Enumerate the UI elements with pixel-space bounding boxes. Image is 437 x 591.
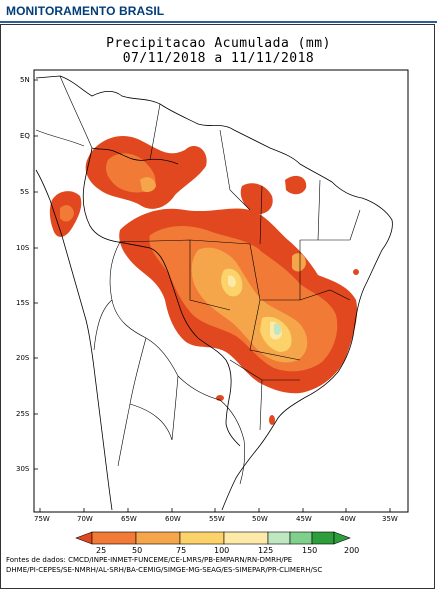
lat-label: 5N [20, 76, 30, 84]
rain-area-75-100-east [292, 253, 306, 272]
colorbar-label: 200 [344, 546, 359, 555]
precipitation-shading [49, 136, 359, 425]
lon-label: 35W [382, 515, 398, 523]
rain-area-150-200 [274, 323, 282, 335]
lon-label: 45W [296, 515, 312, 523]
latitude-ticks [34, 79, 38, 470]
header-divider [0, 21, 437, 23]
data-sources-line2: DHME/PI-CEPES/SE-NMRH/AL-SRH/BA-CEMIG/SI… [6, 566, 323, 574]
lon-label: 55W [209, 515, 225, 523]
rain-patch-northeast [353, 269, 359, 275]
lat-label: 30S [16, 465, 30, 473]
rain-area-75-100-north [140, 177, 156, 193]
colorbar-labels: 25 50 75 100 125 150 200 [96, 546, 359, 555]
colorbar-segment-5 [223, 531, 269, 545]
lon-label: 70W [77, 515, 93, 523]
lon-label: 40W [340, 515, 356, 523]
colorbar-segment-1 [75, 531, 93, 545]
rain-area-125-150-b [228, 275, 236, 287]
brazil-border [82, 147, 241, 447]
colorbar-label: 150 [302, 546, 317, 555]
data-sources-line1: Fontes de dados: CMCD/INPE-INMET-FUNCEME… [6, 556, 293, 564]
pacific-coastline [35, 169, 113, 511]
map-title-line2: 07/11/2018 a 11/11/2018 [122, 51, 315, 66]
colorbar-segment-9 [333, 531, 351, 545]
map-boundaries [35, 75, 393, 511]
colorbar-segment-6 [267, 531, 291, 545]
rain-patch-south-coast [269, 415, 275, 425]
lon-label: 75W [34, 515, 50, 523]
colorbar-segment-7 [289, 531, 313, 545]
lat-label: 25S [16, 410, 30, 418]
lat-label: 20S [16, 354, 30, 362]
colorbar [75, 531, 351, 545]
colorbar-segment-4 [179, 531, 225, 545]
figure-frame [0, 24, 435, 589]
lat-label: EQ [20, 132, 30, 140]
longitude-labels: 75W 70W 65W 60W 55W 50W 45W 40W 35W [34, 515, 398, 523]
lon-label: 50W [252, 515, 268, 523]
header-title: MONITORAMENTO BRASIL [6, 4, 165, 18]
country-borders [35, 75, 246, 485]
state-lines [117, 103, 361, 431]
colorbar-label: 25 [96, 546, 106, 555]
rain-area-50-75-west [60, 205, 74, 222]
colorbar-segment-8 [311, 531, 335, 545]
latitude-labels: 5N EQ 5S 10S 15S 20S 25S 30S [16, 76, 30, 473]
lat-label: 5S [20, 188, 29, 196]
colorbar-segment-3 [135, 531, 181, 545]
lon-label: 65W [121, 515, 137, 523]
colorbar-label: 125 [258, 546, 273, 555]
colorbar-label: 50 [132, 546, 142, 555]
colorbar-label: 100 [214, 546, 229, 555]
rain-area-northeast-coast [285, 175, 307, 195]
lat-label: 15S [16, 299, 30, 307]
rain-area-para [240, 183, 273, 215]
map-title-line1: Precipitacao Acumulada (mm) [106, 36, 331, 51]
colorbar-segment-2 [91, 531, 137, 545]
lat-label: 10S [16, 244, 30, 252]
colorbar-label: 75 [176, 546, 186, 555]
lon-label: 60W [165, 515, 181, 523]
longitude-ticks [39, 508, 391, 512]
